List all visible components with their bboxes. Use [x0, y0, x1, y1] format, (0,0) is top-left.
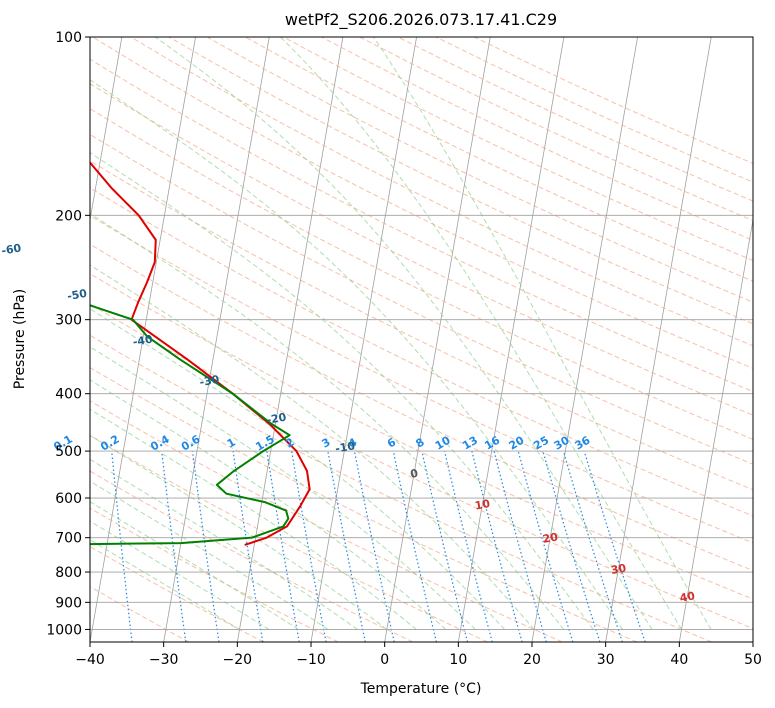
- mixing-ratio-line: [191, 451, 220, 642]
- isotherm-label: -60: [0, 241, 22, 257]
- data-series: [90, 161, 311, 546]
- isotherm-label: -30: [198, 373, 220, 389]
- x-tick-label: −20: [223, 652, 253, 668]
- moist-adiabat-line: [90, 408, 417, 630]
- mixing-ratio-line: [111, 451, 133, 642]
- mixing-ratio-line: [353, 450, 395, 642]
- moist-adiabat-line: [90, 480, 329, 630]
- dry-adiabat-line: [90, 545, 264, 642]
- moist-adiabat-line: [280, 37, 682, 630]
- mixing-ratio-line: [471, 450, 523, 642]
- mixing-ratio-line: [161, 451, 187, 642]
- x-tick-label: 30: [597, 652, 615, 668]
- x-tick-label: −30: [149, 652, 179, 668]
- mixing-ratio-line: [562, 450, 623, 642]
- mixing-ratio-line: [327, 450, 366, 642]
- isotherm-label: -50: [66, 287, 88, 303]
- isotherm-line: [163, 37, 270, 642]
- mixing-ratio-line: [392, 450, 438, 642]
- moist-adiabat-line: [90, 539, 240, 630]
- isotherm-label: -10: [334, 439, 356, 455]
- dry-adiabat-line: [90, 108, 753, 440]
- dry-adiabat-line: [90, 160, 753, 491]
- y-tick-label: 200: [55, 208, 82, 224]
- isotherm-label: 30: [610, 562, 628, 577]
- x-tick-label: −40: [75, 652, 105, 668]
- moist-adiabat-line: [90, 346, 476, 630]
- mixing-ratio-line: [232, 451, 264, 642]
- dewpoint-line: [90, 304, 291, 546]
- plot-frame: [89, 36, 754, 643]
- y-axis-title: Pressure (hPa): [12, 289, 28, 389]
- isotherm-line: [384, 37, 491, 642]
- dry-adiabat-line: [90, 243, 753, 572]
- axes: −40 −30 −20 −10 0 10 20 30 40 5010020030040050060…: [46, 30, 762, 668]
- dry-adiabat-line: [90, 133, 753, 465]
- dry-adiabat-line: [90, 434, 488, 642]
- isotherm-line: [678, 217, 753, 642]
- moist-adiabat-line: [155, 37, 653, 630]
- x-tick-label: −10: [296, 652, 326, 668]
- moist-adiabat-line: [90, 379, 447, 630]
- dry-adiabat-line: [206, 37, 753, 303]
- y-tick-label: 300: [55, 313, 82, 329]
- moist-adiabat-line: [90, 212, 565, 630]
- dry-adiabat-line: [130, 37, 753, 347]
- moist-adiabat-line: [90, 264, 535, 630]
- moist-adiabat-line: [90, 79, 624, 630]
- x-axis-title: Temperature (°C): [360, 681, 482, 697]
- isotherm-label: 20: [542, 530, 560, 545]
- mixing-ratio-line: [583, 450, 646, 642]
- isotherm-label: 40: [679, 589, 697, 604]
- dry-adiabat-line: [90, 303, 753, 630]
- mixing-ratio-line: [443, 450, 493, 642]
- x-tick-label: 0: [380, 652, 389, 668]
- y-tick-label: 1000: [46, 622, 82, 638]
- dry-adiabat-line: [90, 215, 753, 544]
- y-tick-label: 900: [55, 595, 82, 611]
- isotherm-label: 0: [409, 467, 419, 481]
- moist-adiabat-line: [90, 458, 358, 630]
- dry-adiabat-line: [90, 507, 339, 642]
- dry-adiabat-line: [90, 366, 638, 642]
- moist-adiabat-line: [90, 308, 506, 630]
- x-tick-label: 40: [670, 652, 688, 668]
- moist-adiabat-line: [90, 152, 594, 630]
- y-tick-label: 100: [55, 30, 82, 46]
- dry-adiabat-line: [90, 187, 753, 517]
- isotherm-label: -40: [132, 333, 154, 349]
- x-tick-label: 10: [449, 652, 467, 668]
- mixing-ratio-line: [542, 450, 601, 642]
- dry-adiabat-line: [168, 37, 753, 325]
- x-tick-label: 20: [523, 652, 541, 668]
- moist-adiabat-line: [373, 37, 712, 630]
- isotherm-line: [531, 37, 638, 642]
- y-tick-label: 600: [55, 491, 82, 507]
- dry-adiabat-line: [90, 273, 753, 600]
- isotherm-line: [457, 37, 565, 642]
- isotherm-line: [90, 37, 196, 642]
- mixing-ratio-line: [421, 450, 469, 642]
- mixing-ratio-line: [517, 450, 574, 642]
- isotherm-label: 10: [474, 497, 492, 512]
- dry-adiabat-line: [90, 334, 712, 642]
- y-tick-label: 800: [55, 565, 82, 581]
- dry-adiabat-line: [90, 400, 563, 642]
- isotherm-line: [90, 37, 123, 223]
- x-tick-label: 50: [744, 652, 762, 668]
- moist-adiabat-line: [90, 520, 270, 630]
- isotherm-line: [310, 37, 417, 642]
- mixing-ratio-line: [493, 450, 547, 642]
- chart-title: wetPf2_S206.2026.073.17.41.C29: [285, 10, 557, 30]
- y-tick-label: 700: [55, 531, 82, 547]
- isotherm-label: -20: [266, 411, 288, 427]
- background-lines: [90, 37, 753, 642]
- y-tick-label: 400: [55, 387, 82, 403]
- y-tick-label: 500: [55, 444, 82, 460]
